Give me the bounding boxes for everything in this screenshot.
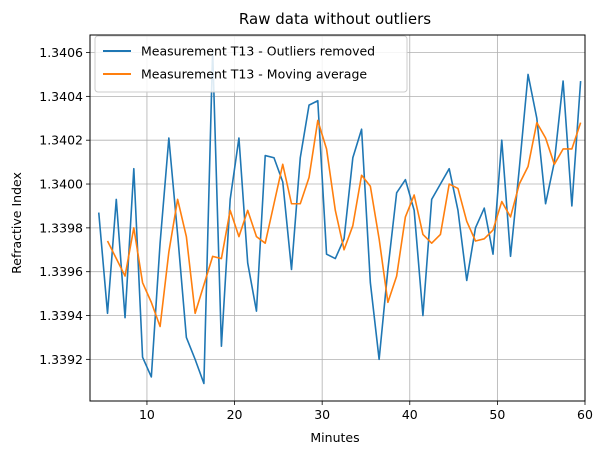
y-tick-label: 1.3394: [39, 308, 83, 323]
series-lines: [97, 49, 582, 385]
x-tick-label: 10: [139, 407, 155, 422]
chart-title: Raw data without outliers: [239, 10, 431, 28]
y-tick-label: 1.3404: [39, 89, 83, 104]
x-tick-label: 60: [577, 407, 593, 422]
series-line-moving-average: [106, 119, 582, 328]
x-axis-ticks: 10 20 30 40 50 60: [139, 401, 593, 422]
legend: Measurement T13 - Outliers removed Measu…: [94, 35, 408, 93]
y-tick-label: 1.3406: [39, 45, 83, 60]
plot-frame: [89, 34, 586, 402]
x-tick-label: 20: [227, 407, 243, 422]
y-tick-label: 1.3398: [39, 220, 83, 235]
legend-label-moving-average: Measurement T13 - Moving average: [141, 67, 367, 82]
x-tick-label: 50: [489, 407, 505, 422]
y-tick-label: 1.3392: [39, 352, 83, 367]
y-tick-label: 1.3402: [39, 133, 83, 148]
legend-box: [94, 35, 408, 93]
legend-label-outliers-removed: Measurement T13 - Outliers removed: [141, 44, 375, 59]
y-axis-ticks: 1.3392 1.3394 1.3396 1.3398 1.3400 1.3402 1.34…: [39, 45, 90, 367]
x-axis-label: Minutes: [310, 430, 359, 445]
series-line-outliers-removed: [97, 49, 582, 385]
y-axis-label: Refractive Index: [9, 172, 24, 274]
y-tick-label: 1.3396: [39, 264, 83, 279]
y-tick-label: 1.3400: [39, 177, 83, 192]
x-tick-label: 30: [314, 407, 330, 422]
x-tick-label: 40: [402, 407, 418, 422]
